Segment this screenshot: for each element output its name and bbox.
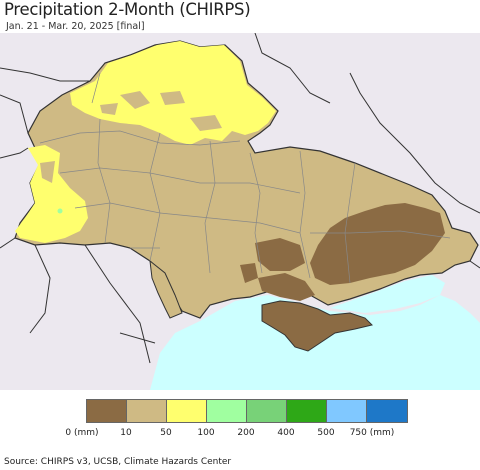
- low-precip-patch: [240, 263, 258, 283]
- legend-tick-label: 200: [237, 428, 255, 438]
- legend-swatch: [287, 400, 327, 422]
- dry-patch: [40, 161, 55, 183]
- legend-swatch: [327, 400, 367, 422]
- source-credit: Source: CHIRPS v3, UCSB, Climate Hazards…: [4, 457, 232, 467]
- legend-tick-label: 10: [120, 428, 132, 438]
- legend-swatch: [87, 400, 127, 422]
- azov-sea: [330, 275, 445, 313]
- legend-tick-label: 0 (mm): [65, 428, 99, 438]
- dry-patch: [160, 91, 185, 105]
- crimea: [261, 300, 373, 352]
- map-title: Precipitation 2-Month (CHIRPS): [4, 0, 251, 19]
- legend-tick-label: 50: [160, 428, 172, 438]
- odesa-region: [149, 259, 183, 319]
- legend-swatch: [367, 400, 407, 422]
- legend-tick-label: 500: [317, 428, 335, 438]
- map-subtitle: Jan. 21 - Mar. 20, 2025 [final]: [6, 21, 145, 32]
- legend-swatch: [207, 400, 247, 422]
- low-precip-patch: [258, 273, 315, 301]
- legend-swatch: [167, 400, 207, 422]
- high-precip-west: [15, 145, 88, 243]
- precipitation-map: [0, 33, 480, 390]
- low-precip-patch: [255, 238, 305, 271]
- low-precip-east: [310, 203, 445, 285]
- green-spot: [57, 208, 63, 214]
- country-borders: [0, 33, 480, 364]
- legend-swatch: [127, 400, 167, 422]
- dry-patch: [120, 91, 150, 109]
- legend-tick-label: 100: [197, 428, 215, 438]
- legend-swatch: [247, 400, 287, 422]
- dry-patch: [190, 115, 222, 131]
- dry-patch: [100, 103, 118, 115]
- legend-tick-label: 400: [277, 428, 295, 438]
- map-svg: [0, 33, 480, 390]
- legend-colorbar: [86, 399, 408, 423]
- legend-tick-label: 750 (mm): [349, 428, 395, 438]
- oblast-borders: [39, 72, 451, 284]
